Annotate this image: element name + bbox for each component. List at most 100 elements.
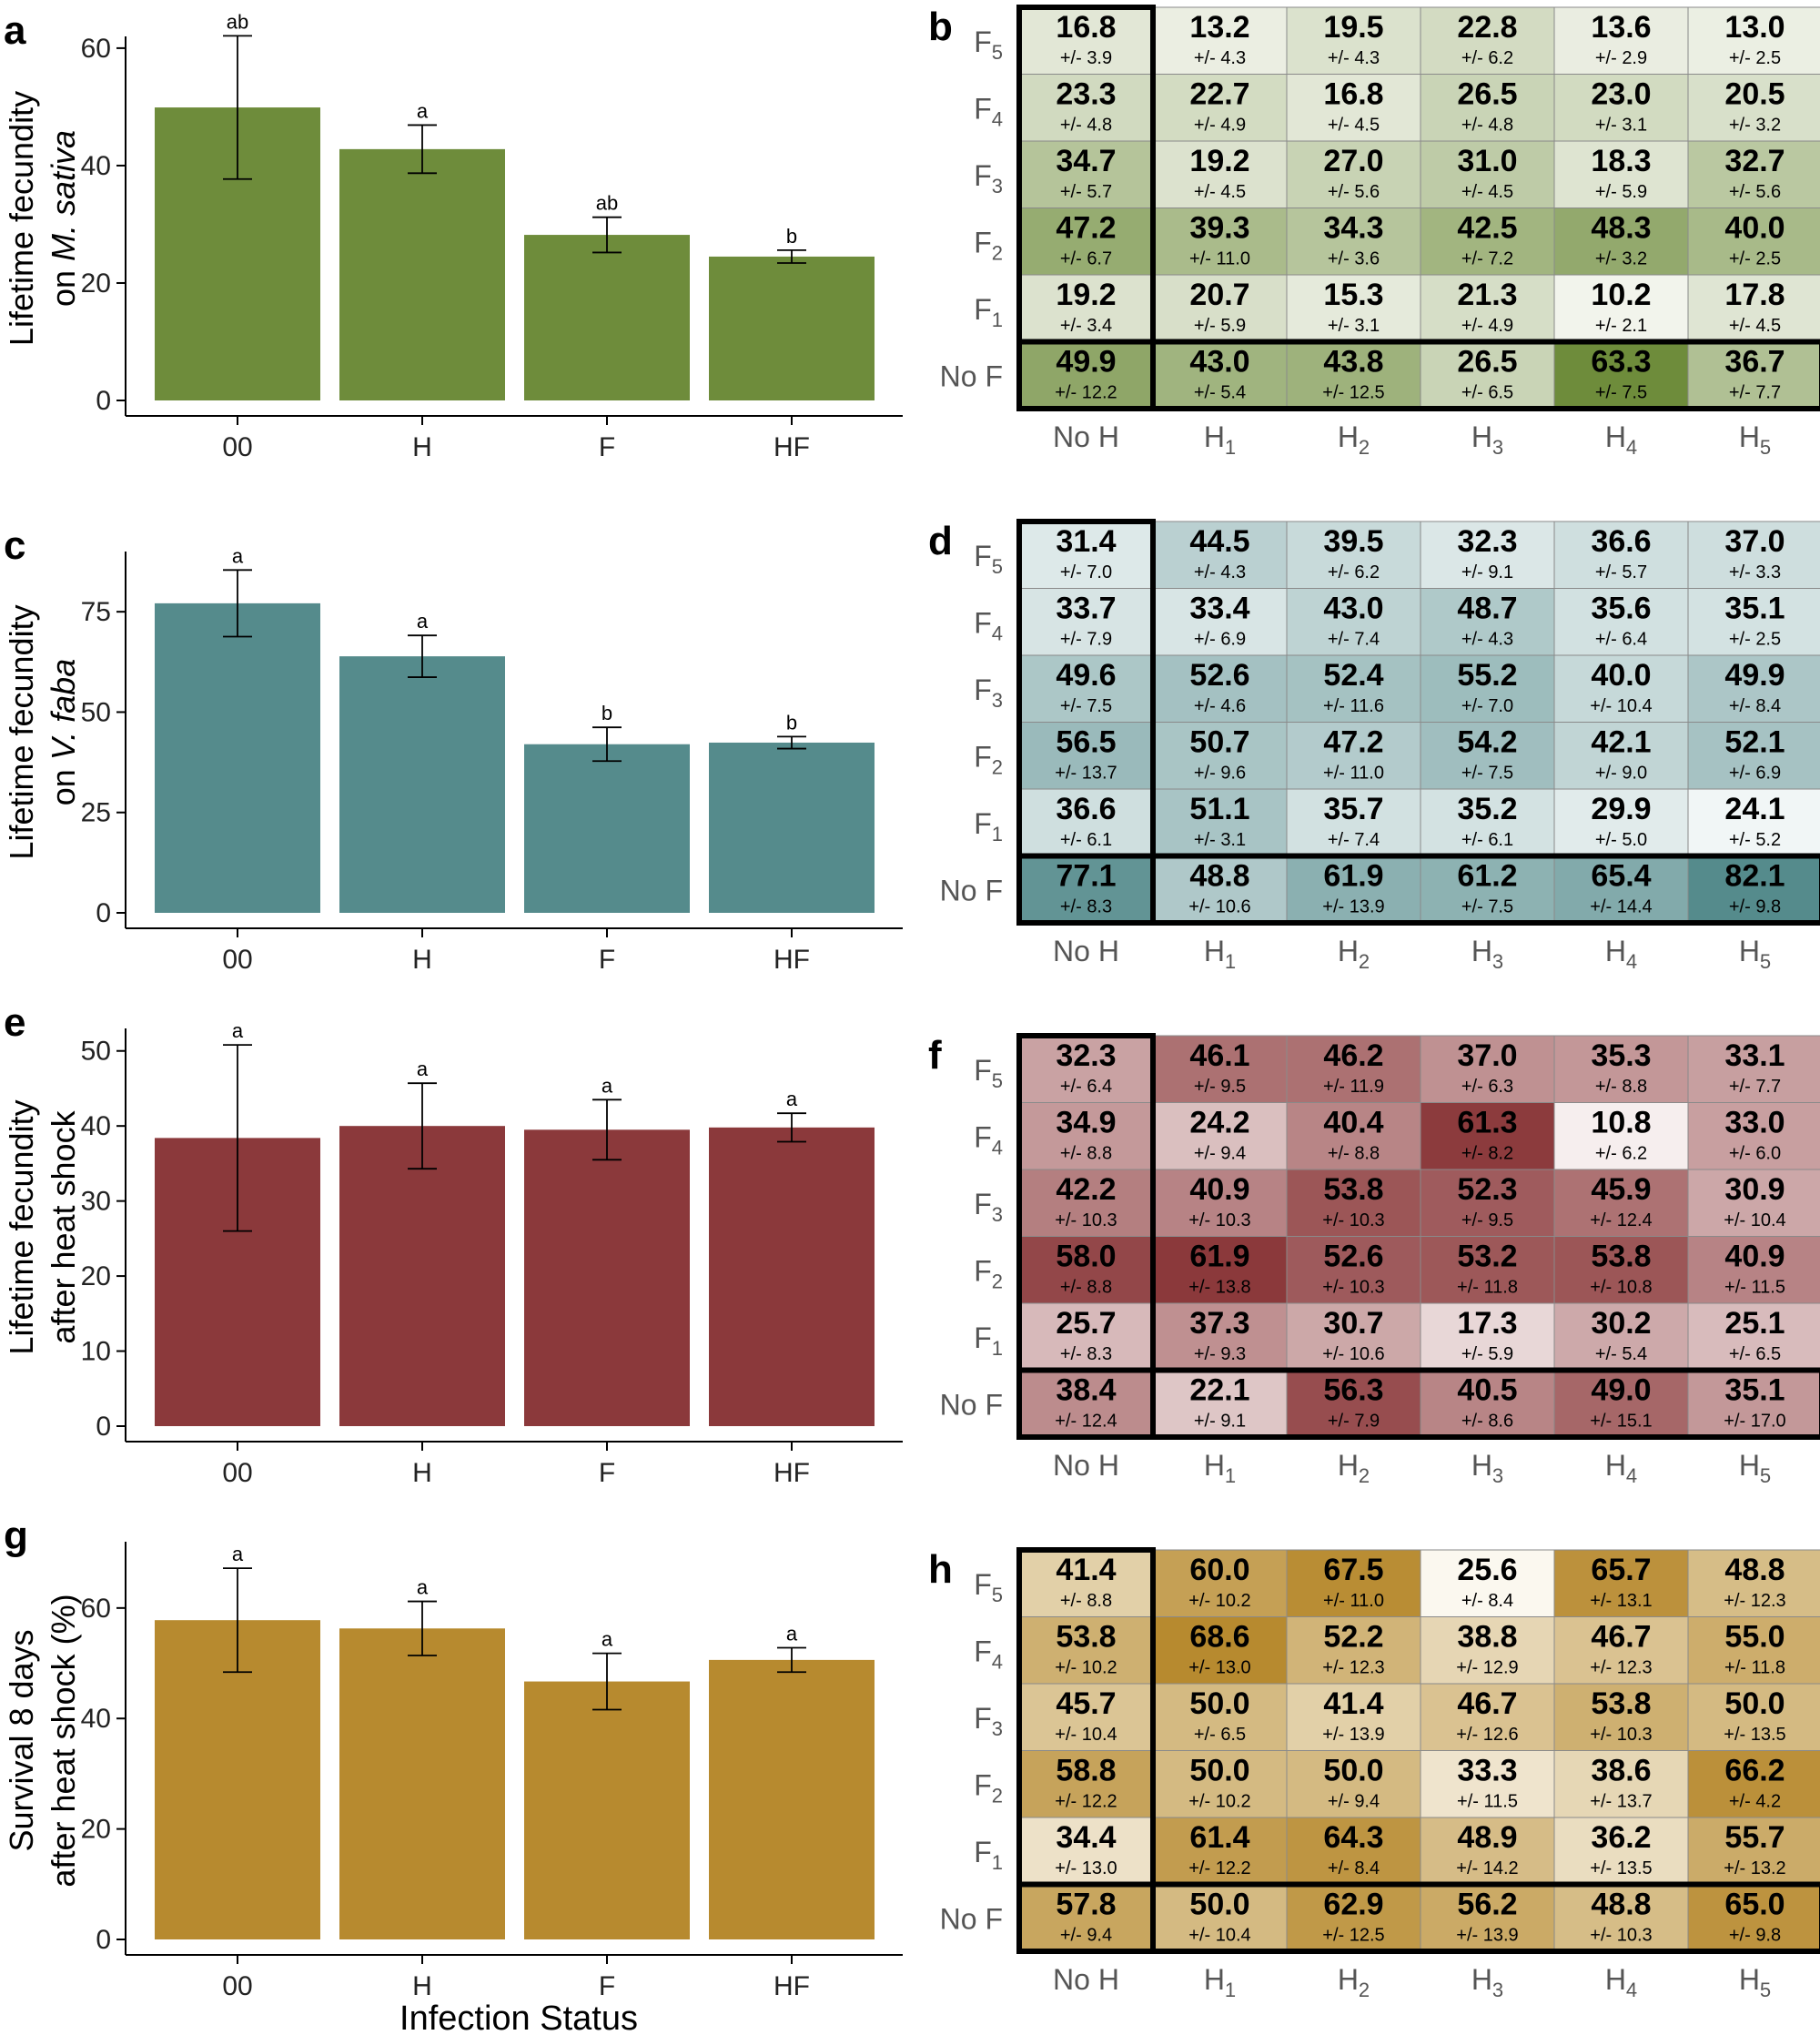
row-label: No F (940, 1902, 1003, 1935)
cell-se-value: +/- 13.5 (1724, 1725, 1785, 1745)
cell-se-value: +/- 5.9 (1194, 316, 1246, 336)
heatmap-cell (1687, 1616, 1820, 1685)
heatmap-cell (1553, 1616, 1689, 1685)
y-tick-label: 30 (81, 1187, 111, 1217)
cell-se-value: +/- 5.9 (1595, 182, 1647, 202)
cell-mean-value: 34.3 (1323, 211, 1383, 246)
cell-mean-value: 43.8 (1323, 345, 1383, 380)
row-label-sub: 5 (992, 1069, 1003, 1092)
column-label: H5 (1739, 1449, 1771, 1487)
heatmap-cell (1420, 6, 1555, 75)
cell-mean-value: 39.3 (1189, 211, 1249, 246)
column-label-base: H (1605, 1449, 1626, 1482)
cell-se-value: +/- 9.4 (1060, 1926, 1112, 1946)
heatmap-cell (1687, 521, 1820, 589)
heatmap-cell (1152, 1683, 1288, 1751)
column-label-sub: 5 (1760, 436, 1771, 459)
column-label-sub: 4 (1626, 1979, 1637, 2001)
row-label-base: No F (940, 359, 1003, 392)
cell-se-value: +/- 6.1 (1461, 830, 1513, 850)
x-axis-title: Infection Status (399, 2000, 638, 2035)
cell-se-value: +/- 3.2 (1729, 116, 1781, 136)
significance-label: a (417, 610, 429, 633)
cell-se-value: +/- 5.9 (1461, 1344, 1513, 1364)
column-label-sub: 3 (1492, 950, 1503, 973)
heatmap-cell (1420, 1616, 1555, 1685)
significance-label: a (417, 1576, 429, 1599)
cell-mean-value: 33.7 (1056, 592, 1116, 626)
cell-mean-value: 47.2 (1056, 211, 1116, 246)
cell-se-value: +/- 8.8 (1060, 1144, 1112, 1164)
cell-se-value: +/- 2.5 (1729, 249, 1781, 269)
cell-mean-value: 67.5 (1323, 1553, 1383, 1587)
cell-se-value: +/- 12.9 (1456, 1658, 1518, 1678)
heatmap-cell (1018, 1884, 1154, 1952)
heatmap-cell (1286, 856, 1421, 924)
cell-mean-value: 23.0 (1591, 77, 1651, 112)
heatmap-cell (1553, 1236, 1689, 1304)
y-tick-label: 25 (81, 798, 111, 828)
row-label: F3 (974, 1702, 1003, 1740)
cell-se-value: +/- 8.3 (1060, 897, 1112, 917)
cell-mean-value: 52.2 (1323, 1620, 1383, 1655)
heatmap-cell (1553, 788, 1689, 856)
bar (155, 602, 320, 913)
cell-se-value: +/- 11.0 (1323, 1591, 1384, 1611)
column-label-sub: 1 (1225, 1464, 1236, 1487)
cell-se-value: +/- 9.5 (1461, 1210, 1513, 1230)
heatmap-cell (1420, 1236, 1555, 1304)
heatmap-cell (1152, 1370, 1288, 1438)
cell-mean-value: 48.7 (1457, 592, 1517, 626)
row-label-base: F (974, 807, 992, 840)
heatmap-cell (1286, 140, 1421, 208)
panel-letter: d (928, 519, 953, 563)
heatmap-cell (1152, 654, 1288, 723)
cell-mean-value: 35.3 (1591, 1038, 1651, 1073)
cell-mean-value: 40.9 (1724, 1240, 1785, 1274)
highlight-no-f-row (1016, 853, 1820, 926)
cell-mean-value: 16.8 (1323, 77, 1383, 112)
cell-mean-value: 50.0 (1189, 1686, 1249, 1721)
cell-mean-value: 25.6 (1457, 1553, 1517, 1587)
x-tick-label: H (412, 432, 432, 462)
row-label: F5 (974, 25, 1003, 64)
column-label-sub: 2 (1359, 950, 1370, 973)
cell-se-value: +/- 6.5 (1461, 383, 1513, 403)
heatmap-cell (1018, 1549, 1154, 1617)
cell-se-value: +/- 10.2 (1188, 1591, 1250, 1611)
row-label-sub: 3 (992, 1203, 1003, 1226)
x-tick-label: F (599, 945, 615, 975)
cell-se-value: +/- 9.4 (1328, 1792, 1380, 1812)
column-label-base: No H (1053, 1963, 1119, 1996)
cell-se-value: +/- 7.0 (1461, 696, 1513, 716)
cell-se-value: +/- 8.8 (1060, 1591, 1112, 1611)
cell-mean-value: 61.9 (1323, 859, 1383, 894)
cell-mean-value: 40.0 (1591, 658, 1651, 693)
heatmap-cell (1286, 208, 1421, 276)
y-tick-label: 0 (96, 386, 111, 416)
row-label-base: F (974, 92, 992, 125)
cell-mean-value: 37.0 (1457, 1038, 1517, 1073)
cell-mean-value: 61.3 (1457, 1106, 1517, 1140)
cell-se-value: +/- 11.5 (1457, 1792, 1518, 1812)
heatmap-cell (1152, 1817, 1288, 1885)
cell-mean-value: 30.2 (1591, 1306, 1651, 1341)
cell-se-value: +/- 10.3 (1590, 1926, 1652, 1946)
significance-label: a (602, 1628, 613, 1651)
heatmap-cell (1687, 856, 1820, 924)
cell-mean-value: 50.0 (1189, 1754, 1249, 1788)
heatmap-cell (1687, 788, 1820, 856)
cell-mean-value: 16.8 (1056, 10, 1116, 45)
cell-mean-value: 35.6 (1591, 592, 1651, 626)
cell-mean-value: 42.2 (1056, 1172, 1116, 1207)
column-label: H2 (1338, 1963, 1370, 2001)
cell-mean-value: 48.8 (1724, 1553, 1785, 1587)
heatmap-cell (1018, 1102, 1154, 1170)
cell-mean-value: 53.8 (1056, 1620, 1116, 1655)
column-label-sub: 4 (1626, 1464, 1637, 1487)
column-label-sub: 5 (1760, 1464, 1771, 1487)
significance-label: b (786, 225, 797, 248)
heatmap-cell (1687, 654, 1820, 723)
cell-mean-value: 57.8 (1056, 1888, 1116, 1922)
y-axis-title-line2: on V. faba (45, 659, 82, 805)
